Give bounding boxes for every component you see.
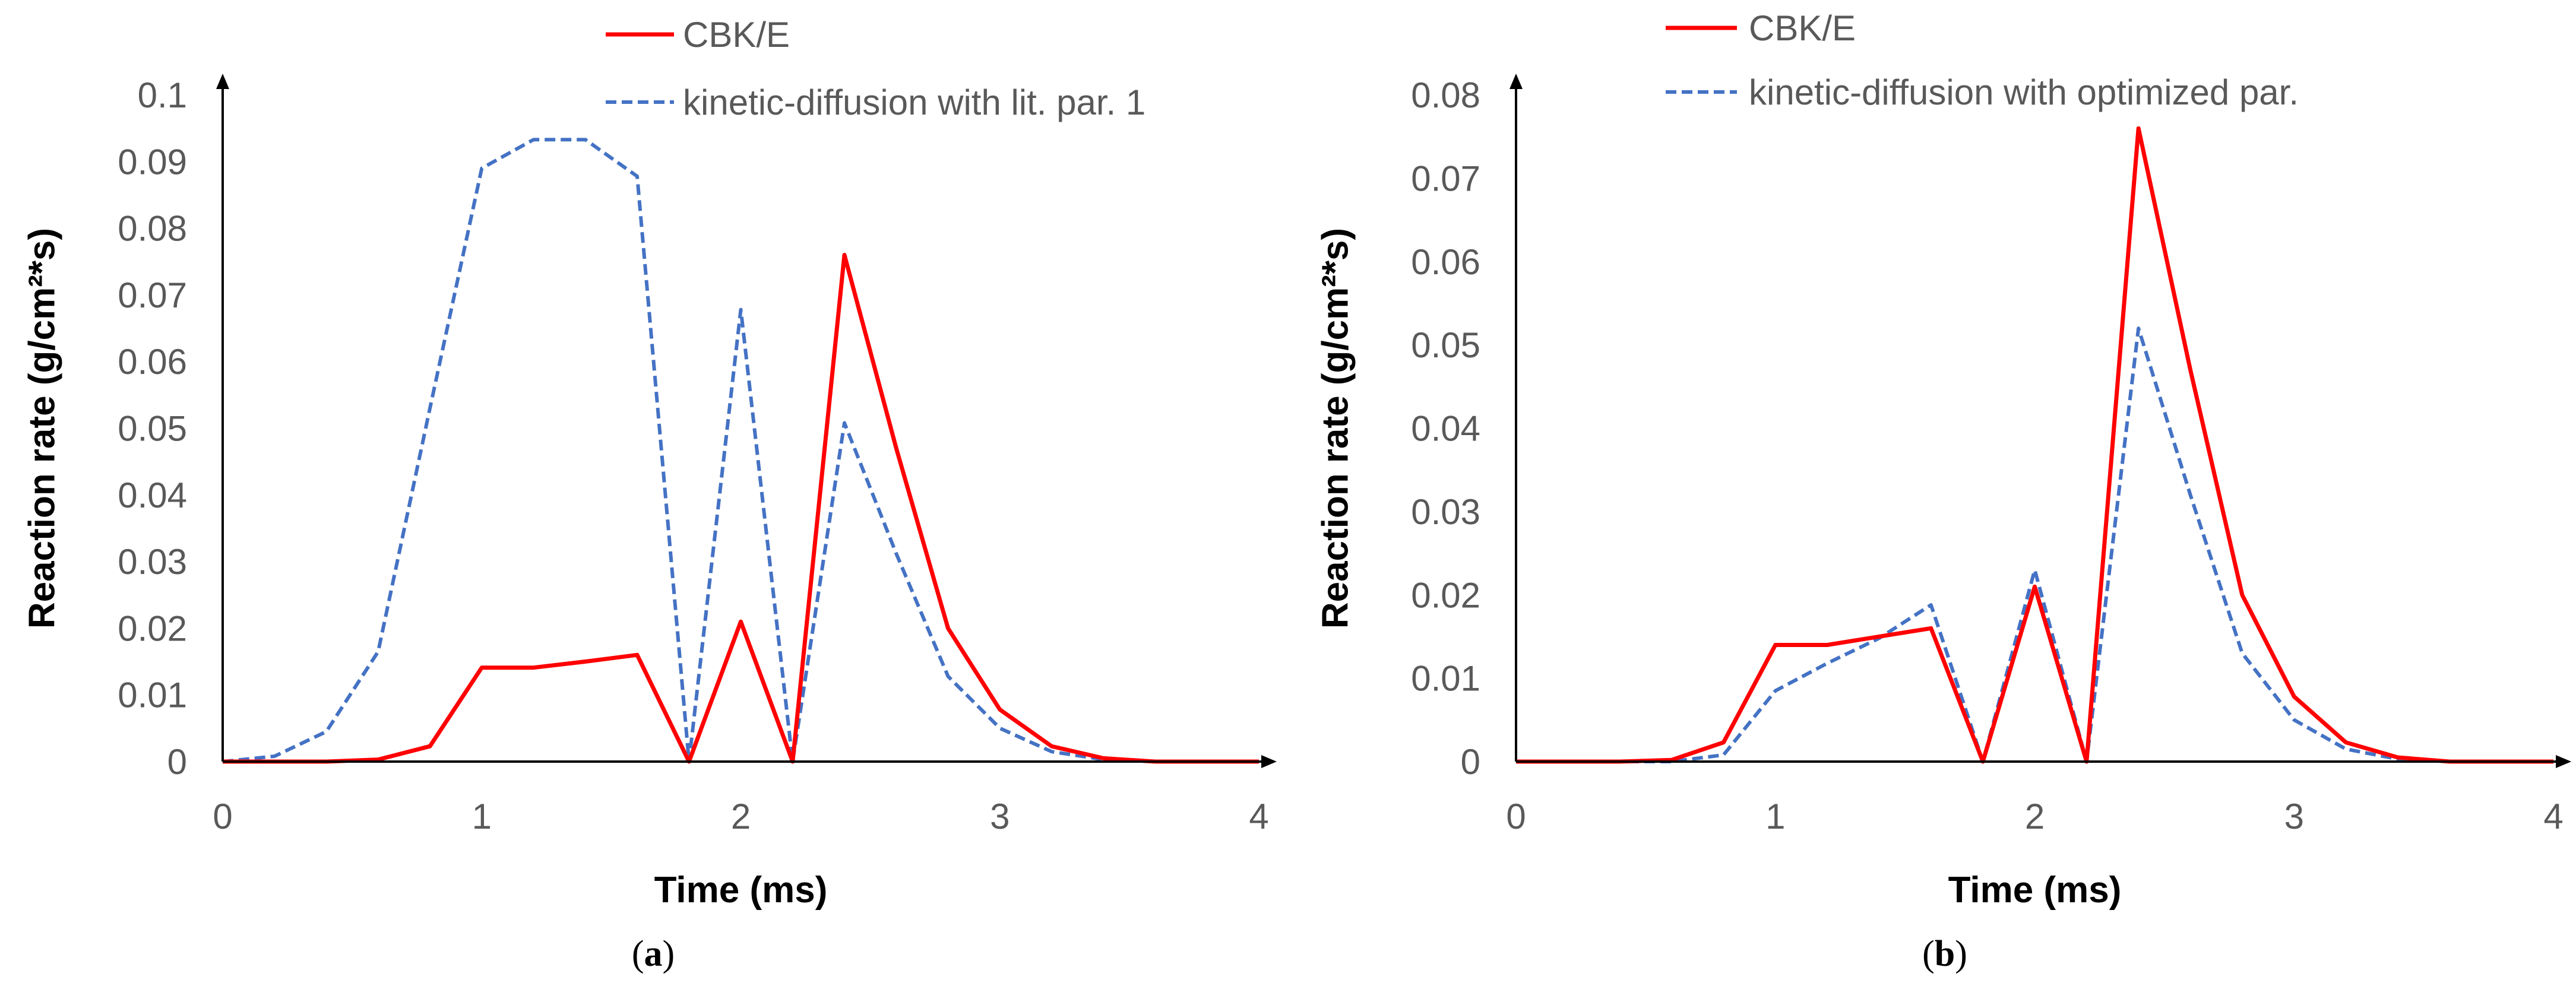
y-tick-label: 0	[1461, 742, 1480, 782]
x-tick-label: 1	[472, 797, 492, 836]
y-tick-label: 0.04	[118, 475, 187, 515]
y-tick-label: 0.08	[1411, 75, 1480, 115]
series-line-cbk-e	[223, 253, 1259, 764]
y-tick-label: 0.1	[138, 75, 187, 115]
y-tick-label: 0.09	[118, 142, 187, 182]
y-tick-label: 0.05	[118, 409, 187, 449]
y-tick-labels: 0 0.01 0.02 0.03 0.04 0.05 0.06 0.07 0.08	[1411, 75, 1480, 782]
legend-label-kinetic-diffusion: kinetic-diffusion with lit. par. 1	[683, 83, 1145, 122]
y-axis-arrow-icon	[216, 74, 229, 89]
y-axis-arrow-icon	[1509, 74, 1523, 89]
x-tick-label: 3	[2284, 797, 2304, 836]
y-tick-label: 0.06	[118, 342, 187, 382]
y-tick-label: 0.03	[1411, 492, 1480, 532]
y-tick-label: 0.05	[1411, 325, 1480, 365]
x-axis-arrow-icon	[1261, 755, 1277, 768]
y-tick-label: 0	[167, 742, 187, 782]
panel-label-a: (a)	[632, 934, 675, 974]
series-lines	[222, 138, 1259, 764]
legend-label-cbk-e: CBK/E	[683, 15, 790, 55]
x-tick-labels: 0 1 2 3 4	[1506, 797, 2563, 836]
y-tick-label: 0.03	[118, 542, 187, 582]
x-tick-label: 0	[213, 797, 232, 836]
panel-letter: b	[1935, 934, 1955, 974]
series-line-kinetic-diffusion	[1516, 326, 2553, 763]
x-axis-arrow-icon	[2556, 755, 2571, 768]
series-lines	[1516, 126, 2553, 764]
y-tick-label: 0.08	[118, 209, 187, 249]
x-tick-label: 0	[1506, 797, 1526, 836]
legend: CBK/E kinetic-diffusion with lit. par. 1	[606, 15, 1145, 122]
y-tick-label: 0.01	[118, 676, 187, 715]
panel-label-b: (b)	[1922, 934, 1967, 974]
x-axis-title: Time (ms)	[654, 870, 828, 911]
y-tick-label: 0.02	[118, 608, 187, 648]
panel-letter: a	[644, 934, 663, 974]
y-tick-label: 0.02	[1411, 575, 1480, 615]
series-line-kinetic-diffusion	[222, 138, 1259, 763]
y-tick-label: 0.06	[1411, 242, 1480, 282]
x-tick-label: 1	[1765, 797, 1785, 836]
chart-panel-a: 0 0.01 0.02 0.03 0.04 0.05 0.06 0.07 0.08 0.09 0.1…	[21, 15, 1277, 974]
x-tick-label: 4	[1249, 797, 1268, 836]
legend-label-kinetic-diffusion: kinetic-diffusion with optimized par.	[1749, 72, 2299, 112]
x-axis-title: Time (ms)	[1948, 870, 2122, 911]
legend: CBK/E kinetic-diffusion with optimized p…	[1666, 8, 2299, 112]
y-tick-label: 0.07	[1411, 158, 1480, 198]
series-line-cbk-e	[1516, 126, 2553, 764]
x-tick-label: 2	[731, 797, 751, 836]
y-tick-label: 0.07	[118, 275, 187, 315]
y-tick-labels: 0 0.01 0.02 0.03 0.04 0.05 0.06 0.07 0.08 0.09 0.1	[118, 75, 187, 782]
x-tick-label: 4	[2543, 797, 2563, 836]
x-tick-label: 2	[2025, 797, 2045, 836]
y-axis-title: Reaction rate (g/cm²*s)	[1315, 228, 1356, 629]
x-tick-label: 3	[990, 797, 1009, 836]
y-axis-title: Reaction rate (g/cm²*s)	[21, 228, 62, 629]
y-tick-label: 0.01	[1411, 659, 1480, 699]
legend-label-cbk-e: CBK/E	[1749, 8, 1856, 48]
y-tick-label: 0.04	[1411, 409, 1480, 449]
x-tick-labels: 0 1 2 3 4	[213, 797, 1268, 836]
